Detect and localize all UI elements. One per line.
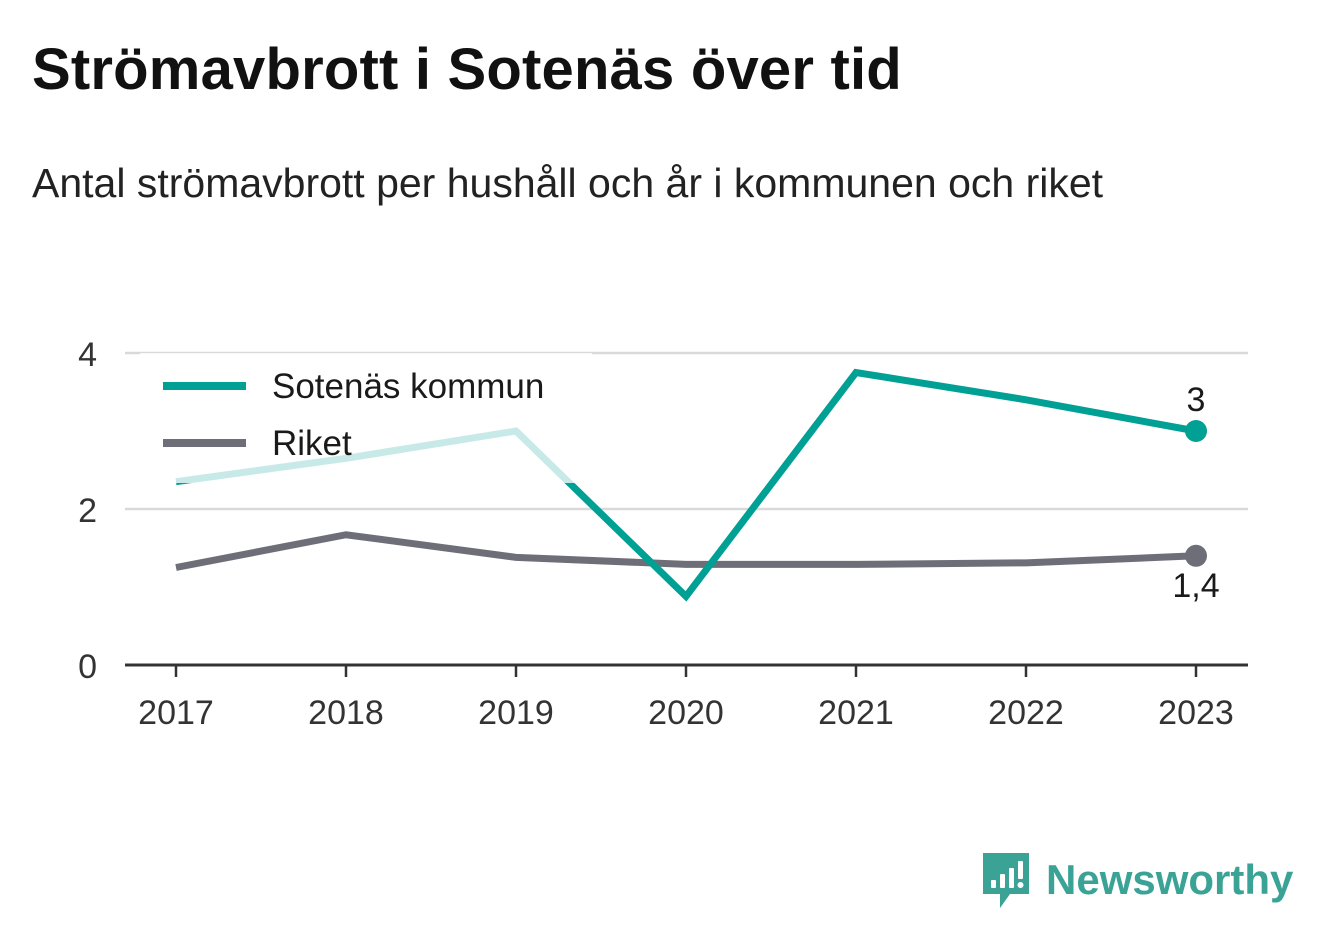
legend-label: Riket [272, 424, 352, 463]
y-tick-label: 0 [78, 648, 97, 686]
end-point-marker [1185, 544, 1207, 567]
brand-name: Newsworthy [1046, 856, 1294, 903]
legend-backdrop [140, 353, 592, 483]
x-tick-label: 2021 [818, 694, 894, 732]
x-tick-label: 2017 [138, 694, 214, 732]
x-tick-label: 2020 [648, 694, 724, 732]
series-line-riket [175, 531, 1197, 571]
newsworthy-logo-icon [983, 853, 1029, 908]
x-tick-label: 2018 [308, 694, 384, 732]
y-tick-label: 4 [78, 336, 97, 374]
y-tick-label: 2 [78, 492, 97, 530]
x-tick-label: 2019 [478, 694, 554, 732]
legend-label: Sotenäs kommun [272, 367, 544, 406]
chart-subtitle: Antal strömavbrott per hushåll och år i … [32, 160, 1104, 206]
end-value-label: 1,4 [1172, 567, 1219, 605]
newsworthy-brand: Newsworthy [980, 850, 1293, 910]
end-value-label: 3 [1187, 381, 1206, 419]
x-tick-label: 2023 [1158, 694, 1234, 732]
x-tick-label: 2022 [988, 694, 1064, 732]
end-point-marker [1185, 420, 1207, 442]
chart-title: Strömavbrott i Sotenäs över tid [32, 37, 902, 102]
